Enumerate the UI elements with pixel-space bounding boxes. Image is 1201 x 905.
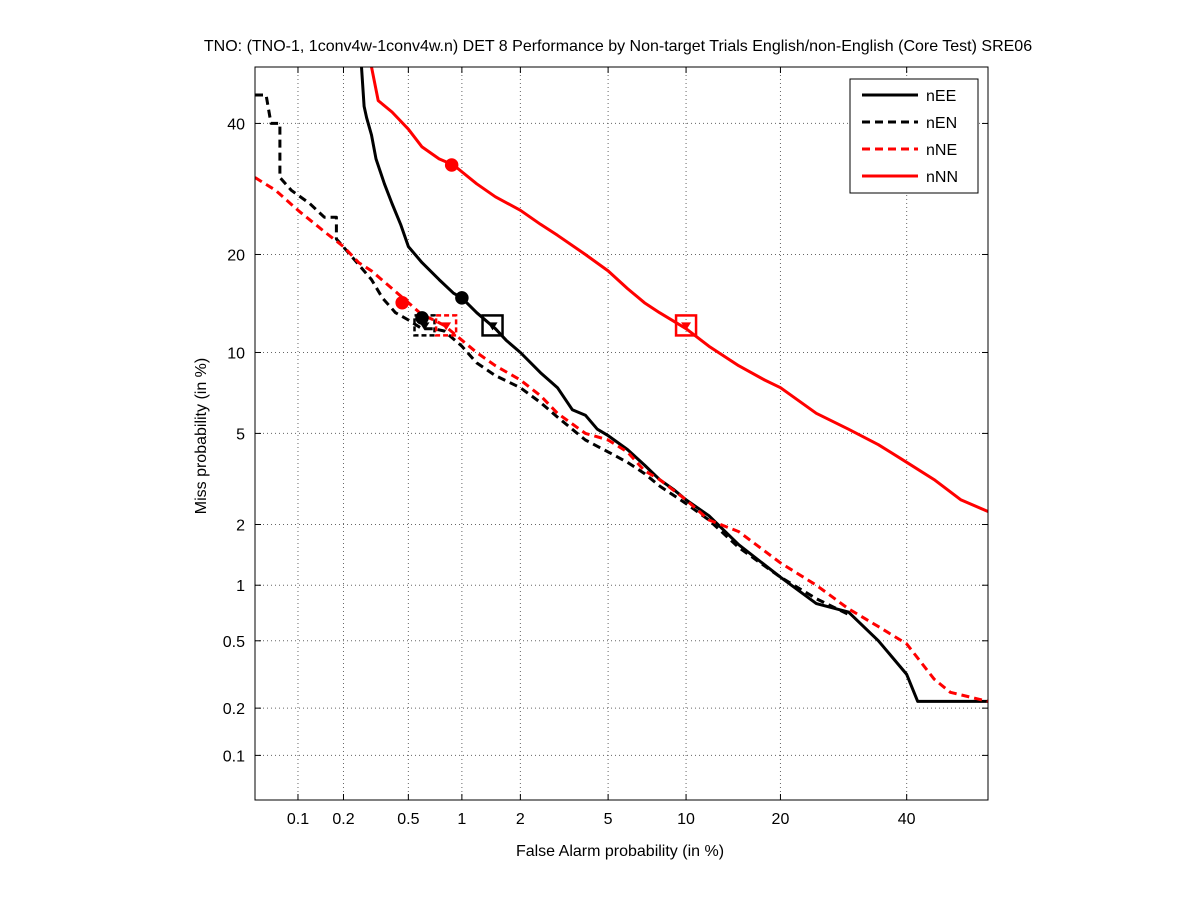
act-dcf-triangle-nee [487, 322, 498, 331]
y-tick-label: 5 [236, 426, 245, 443]
y-axis-label: Miss probability (in %) [193, 358, 210, 514]
min-dcf-point-nen [415, 311, 429, 325]
y-tick-label: 1 [236, 578, 245, 595]
y-tick-label: 0.1 [223, 748, 245, 765]
act-dcf-box-nne [434, 314, 458, 337]
y-tick-label: 0.5 [223, 634, 245, 651]
legend-label-nnn: nNN [926, 169, 958, 186]
y-tick-label: 40 [227, 116, 245, 133]
axis-ticks: 0.1 0.2 0.5 1 2 5 10 20 40 0.1 0.2 0.5 1 2 5 10 20 40 [223, 67, 988, 828]
act-dcf-triangle-nen [419, 322, 430, 331]
min-dcf-point-nee [455, 291, 469, 305]
x-tick-label: 0.2 [332, 811, 354, 828]
x-tick-label: 1 [457, 811, 466, 828]
min-dcf-point-nne [395, 295, 409, 310]
x-tick-label: 0.5 [397, 811, 419, 828]
y-tick-label: 0.2 [223, 701, 245, 718]
x-tick-label: 0.1 [287, 811, 309, 828]
y-tick-label: 20 [227, 247, 245, 264]
x-tick-label: 40 [898, 811, 916, 828]
x-tick-label: 20 [772, 811, 790, 828]
plot-frame [254, 66, 989, 801]
chart-title: TNO: (TNO-1, 1conv4w-1conv4w.n) DET 8 Pe… [204, 38, 1032, 55]
act-dcf-box-nnn [674, 314, 698, 337]
x-tick-label: 5 [604, 811, 613, 828]
legend-label-nne: nNE [926, 142, 957, 159]
min-dcf-point-nnn [444, 158, 459, 172]
y-tick-label: 2 [236, 517, 245, 534]
act-dcf-box-nen [413, 314, 436, 337]
legend-label-nen: nEN [926, 115, 957, 132]
det-curves [255, 67, 988, 703]
x-tick-label: 10 [677, 811, 695, 828]
act-dcf-triangle-nnn [681, 322, 692, 331]
legend-box [849, 78, 979, 194]
act-dcf-box-nee [481, 314, 504, 337]
act-dcf-triangle-nne [441, 322, 452, 331]
legend-label-nee: nEE [926, 88, 956, 105]
det-curve-nee [360, 67, 988, 703]
operating-point-markers [395, 158, 698, 337]
det-curve-nen [255, 93, 850, 616]
det-curve-nne [255, 176, 988, 703]
y-tick-label: 10 [227, 345, 245, 362]
x-axis-label: False Alarm probability (in %) [516, 843, 724, 860]
legend: nEE nEN nNE nNN [849, 78, 979, 194]
x-tick-label: 2 [516, 811, 525, 828]
det-curve-nnn [370, 67, 988, 513]
